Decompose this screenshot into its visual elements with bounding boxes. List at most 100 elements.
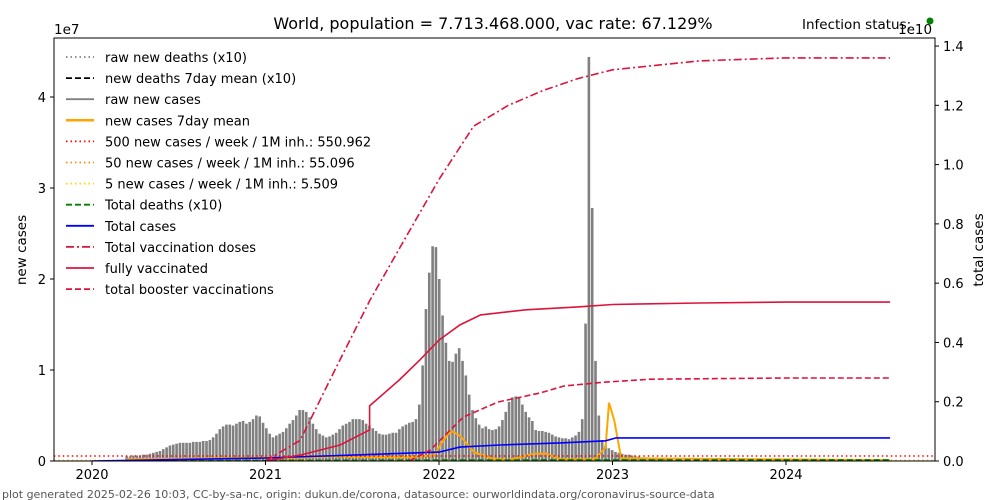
bar-raw-new-cases (544, 431, 547, 461)
bar-raw-new-cases (427, 272, 431, 461)
bar-raw-new-cases (541, 430, 544, 461)
bar-raw-new-cases (531, 420, 534, 461)
bar-raw-new-cases (551, 434, 554, 461)
bar-raw-new-cases (391, 432, 395, 461)
legend-label: 500 new cases / week / 1M inh.: 550.962 (105, 135, 371, 150)
legend-label: new deaths 7day mean (x10) (105, 72, 296, 87)
bar-raw-new-cases (614, 451, 617, 461)
series-total-booster-vaccinations (409, 377, 891, 461)
bar-raw-new-cases (241, 420, 245, 461)
bar-raw-new-cases (411, 421, 414, 461)
legend-label: 50 new cases / week / 1M inh.: 55.096 (105, 157, 355, 172)
bar-raw-new-cases (198, 441, 202, 461)
bar-raw-new-cases (311, 423, 315, 461)
bar-raw-new-cases (218, 429, 222, 461)
bar-raw-new-cases (654, 458, 657, 461)
bar-raw-new-cases (181, 442, 185, 461)
series-fully-vaccinated (265, 301, 891, 461)
right-axis-label: total cases (971, 213, 987, 286)
bar-raw-new-cases (308, 417, 311, 461)
bar-raw-new-cases (235, 423, 238, 461)
y-right-tick-label: 0.8 (943, 218, 964, 233)
legend-label: Total deaths (x10) (104, 199, 222, 214)
x-tick-label: 2020 (75, 468, 108, 483)
axes: 2020 2021 2022 2023 2024 0 1 2 3 4 0.0 0.2 0.4 0.6 0.8… (38, 37, 964, 483)
bar-raw-new-cases (394, 432, 398, 461)
bar-raw-new-cases (275, 435, 278, 461)
bar-raw-new-cases (301, 410, 305, 461)
bar-raw-new-cases (388, 433, 391, 461)
bar-raw-new-cases (175, 443, 178, 461)
x-tick-label: 2022 (422, 468, 455, 483)
bar-raw-new-cases (304, 411, 308, 461)
bar-raw-new-cases (318, 433, 321, 461)
y-right-tick-label: 0.2 (943, 396, 964, 411)
bar-raw-new-cases (574, 435, 577, 461)
bar-raw-new-cases (374, 430, 378, 461)
bar-raw-new-cases (414, 419, 418, 461)
bar-raw-new-cases (288, 423, 291, 461)
bar-raw-new-cases (231, 425, 235, 461)
y-right-tick-label: 0.0 (943, 455, 964, 470)
bar-raw-new-cases (225, 424, 228, 461)
bar-raw-new-cases (408, 422, 411, 461)
bar-raw-new-cases (527, 417, 531, 461)
bar-raw-new-cases (368, 425, 371, 461)
bar-raw-new-cases (534, 430, 537, 461)
bar-raw-new-cases (454, 353, 458, 461)
bar-raw-new-cases (161, 449, 165, 461)
bar-raw-new-cases (511, 397, 514, 461)
bar-raw-new-cases (358, 419, 361, 461)
legend-label: new cases 7day mean (105, 114, 250, 129)
bar-raw-new-cases (481, 428, 484, 461)
y-right-tick-label: 1.2 (943, 99, 964, 114)
bar-raw-new-cases (477, 424, 481, 461)
y-left-tick-label: 3 (38, 182, 46, 197)
bar-raw-new-cases (617, 452, 621, 461)
bar-raw-new-cases (507, 401, 511, 461)
bar-raw-new-cases (401, 426, 404, 461)
legend: raw new deaths (x10) new deaths 7day mean… (66, 51, 371, 298)
bar-raw-new-cases (398, 429, 401, 461)
bar-raw-new-cases (251, 419, 255, 461)
bar-raw-new-cases (185, 442, 188, 461)
y-left-tick-label: 1 (38, 364, 46, 379)
bar-raw-new-cases (421, 365, 424, 461)
bar-raw-new-cases (188, 442, 192, 461)
bar-raw-new-cases (557, 437, 561, 461)
bar-raw-new-cases (497, 426, 501, 461)
bar-raw-new-cases (418, 404, 421, 461)
bar-raw-new-cases (328, 436, 331, 461)
bar-raw-new-cases (265, 428, 268, 461)
bar-raw-new-cases (261, 422, 265, 461)
y-left-tick-label: 0 (38, 455, 46, 470)
bar-raw-new-cases (504, 411, 508, 461)
x-tick-label: 2023 (596, 468, 629, 483)
bar-raw-new-cases (444, 342, 448, 461)
bar-raw-new-cases (570, 437, 574, 461)
legend-label: 5 new cases / week / 1M inh.: 5.509 (105, 178, 338, 193)
bar-raw-new-cases (437, 279, 441, 461)
bar-raw-new-cases (447, 360, 451, 461)
bar-raw-new-cases (165, 447, 168, 461)
y-right-tick-label: 0.6 (943, 277, 964, 292)
bar-raw-new-cases (142, 454, 145, 461)
left-axis-multiplier: 1e7 (54, 22, 79, 38)
bar-raw-new-cases (178, 442, 182, 461)
bar-raw-new-cases (258, 416, 262, 461)
bar-raw-new-cases (424, 309, 428, 461)
x-tick-label: 2024 (769, 468, 802, 483)
bar-raw-new-cases (158, 450, 162, 461)
bar-raw-new-cases (597, 415, 601, 461)
legend-label: total booster vaccinations (105, 283, 274, 298)
bar-raw-new-cases (268, 433, 271, 461)
bar-raw-new-cases (271, 437, 275, 461)
footer-credit: plot generated 2025-02-26 10:03, CC-by-s… (2, 488, 715, 500)
chart-title: World, population = 7.713.468.000, vac r… (273, 14, 712, 33)
bar-raw-new-cases (248, 421, 252, 461)
bar-raw-new-cases (191, 441, 195, 461)
bar-raw-new-cases (580, 419, 584, 461)
bar-raw-new-cases (567, 439, 571, 461)
bar-raw-new-cases (381, 434, 385, 461)
